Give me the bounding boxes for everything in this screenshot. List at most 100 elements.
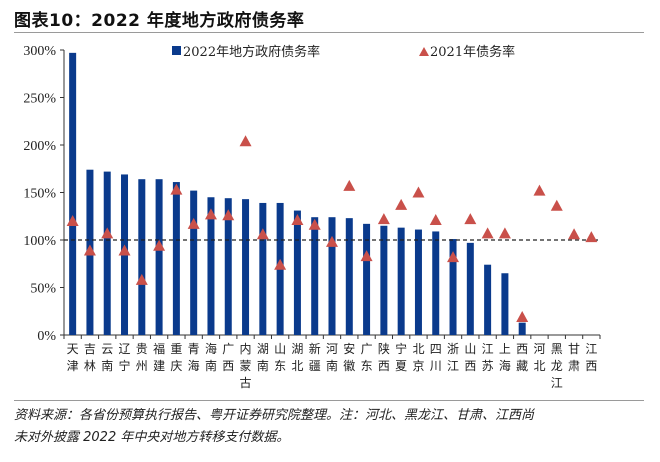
x-tick-label-char: 河 xyxy=(533,342,545,356)
bar xyxy=(449,239,457,335)
triangle-marker xyxy=(464,213,477,225)
bar xyxy=(259,202,267,335)
triangle-marker xyxy=(204,208,217,220)
x-tick-label: 陕西 xyxy=(378,341,390,373)
bar xyxy=(328,217,336,335)
x-tick-label-char: 辽 xyxy=(119,342,131,356)
bar xyxy=(311,217,319,335)
legend-swatch-bar xyxy=(172,46,181,55)
x-tick-label-char: 龙 xyxy=(551,359,563,373)
x-tick-label: 云南 xyxy=(101,342,113,373)
chart-title: 图表10：2022 年度地方政府债务率 xyxy=(14,11,305,31)
bar xyxy=(242,199,250,335)
x-tick-label-char: 南 xyxy=(101,358,113,373)
triangle-marker xyxy=(412,186,425,198)
x-tick-label: 内蒙古 xyxy=(240,342,252,390)
x-tick-label-char: 山 xyxy=(464,342,476,356)
x-tick-label-char: 徽 xyxy=(343,358,355,373)
triangle-marker xyxy=(101,227,114,239)
x-tick-label-char: 福 xyxy=(153,341,165,356)
legend-label-2022: 2022年地方政府债务率 xyxy=(183,44,320,60)
x-tick-label-char: 河 xyxy=(326,342,338,356)
legend: 2022年地方政府债务率 2021年债务率 xyxy=(172,44,515,60)
x-tick-label-char: 北 xyxy=(291,359,303,373)
x-axis: 天津吉林云南辽宁贵州福建重庆青海海南广西内蒙古湖南山东湖北新疆河南安徽广东陕西宁… xyxy=(63,334,601,390)
x-tick-label-char: 苏 xyxy=(482,359,494,373)
bar xyxy=(224,198,232,335)
triangle-marker xyxy=(256,228,269,240)
x-tick-label-char: 青 xyxy=(188,342,200,356)
x-tick-label-char: 州 xyxy=(136,359,148,373)
x-tick-label-char: 黑 xyxy=(551,342,563,356)
triangle-marker xyxy=(429,214,442,226)
x-tick-label-char: 广 xyxy=(222,342,234,356)
source-line-1: 资料来源：各省份预算执行报告、粤开证券研究院整理。注：河北、黑龙江、甘肃、江西尚 xyxy=(14,408,535,423)
x-tick-label-char: 重 xyxy=(170,342,182,356)
triangle-marker xyxy=(326,235,338,247)
x-tick-label: 山东 xyxy=(274,342,286,373)
bar xyxy=(190,190,198,335)
x-tick-label: 广东 xyxy=(361,342,373,373)
x-tick-label: 新疆 xyxy=(309,341,321,373)
triangle-marker xyxy=(308,218,321,230)
x-tick-label-char: 南 xyxy=(257,358,269,373)
x-tick-label-char: 四 xyxy=(430,342,442,356)
x-tick-label-char: 江 xyxy=(482,342,494,356)
triangle-marker xyxy=(343,179,356,191)
x-tick-label-char: 内 xyxy=(240,342,252,356)
bar-series-2022 xyxy=(69,52,526,335)
triangle-marker xyxy=(533,184,546,196)
triangle-marker xyxy=(118,244,131,256)
bar xyxy=(501,273,509,335)
x-tick-label: 河北 xyxy=(533,342,545,373)
x-tick-label: 湖北 xyxy=(291,341,303,373)
x-tick-label-char: 云 xyxy=(101,342,113,356)
triangle-marker xyxy=(170,183,183,195)
x-tick-label: 吉林 xyxy=(84,342,96,373)
y-axis: 0% 50% 100% 150% 200% 250% 300% xyxy=(23,44,65,344)
x-tick-label-char: 北 xyxy=(533,359,545,373)
x-tick-label-char: 古 xyxy=(240,375,252,390)
x-tick-label-char: 川 xyxy=(430,359,442,373)
x-tick-label: 宁夏 xyxy=(395,341,407,373)
bar xyxy=(363,223,371,335)
x-tick-label-char: 上 xyxy=(499,342,511,356)
y-tick-label: 100% xyxy=(23,234,56,249)
source-note: 资料来源：各省份预算执行报告、粤开证券研究院整理。注：河北、黑龙江、甘肃、江西尚… xyxy=(14,405,654,449)
y-tick-label: 0% xyxy=(37,329,56,344)
triangle-marker xyxy=(481,227,494,239)
x-tick-label-char: 江 xyxy=(585,342,597,356)
x-tick-label: 广西 xyxy=(222,342,234,373)
bar xyxy=(518,322,526,335)
bar xyxy=(103,171,111,335)
triangle-marker xyxy=(550,199,563,211)
bar xyxy=(484,264,492,335)
triangle-marker xyxy=(360,250,373,262)
bar xyxy=(414,229,422,335)
x-tick-label: 浙江 xyxy=(447,342,459,373)
triangle-marker xyxy=(222,209,235,221)
x-tick-label-char: 夏 xyxy=(395,359,407,373)
x-tick-label-char: 海 xyxy=(499,358,511,373)
legend-label-2021: 2021年债务率 xyxy=(430,44,515,60)
bar xyxy=(138,179,146,335)
triangle-marker xyxy=(83,244,96,256)
triangle-marker xyxy=(239,135,252,147)
triangle-marker xyxy=(291,214,304,226)
triangle-marker xyxy=(66,215,79,226)
x-tick-label-char: 江 xyxy=(551,376,563,390)
triangle-marker xyxy=(516,310,529,322)
x-tick-label-char: 南 xyxy=(326,358,338,373)
chart: 0%50%100%150%200%250%300% 天津吉林云南辽宁贵州福建重庆… xyxy=(23,44,601,390)
x-tick-label-char: 湖 xyxy=(291,341,303,356)
x-tick-label-char: 新 xyxy=(309,341,321,356)
x-tick-label: 江西 xyxy=(585,342,597,373)
x-tick-label-char: 东 xyxy=(274,359,286,373)
x-tick-label: 辽宁 xyxy=(119,342,131,373)
x-tick-label: 北京 xyxy=(412,342,424,373)
x-tick-label-char: 山 xyxy=(274,342,286,356)
x-tick-label-char: 宁 xyxy=(395,341,407,356)
marker-series-2021 xyxy=(66,135,598,322)
x-tick-label-char: 浙 xyxy=(447,342,459,356)
x-tick-label-char: 陕 xyxy=(378,341,390,356)
